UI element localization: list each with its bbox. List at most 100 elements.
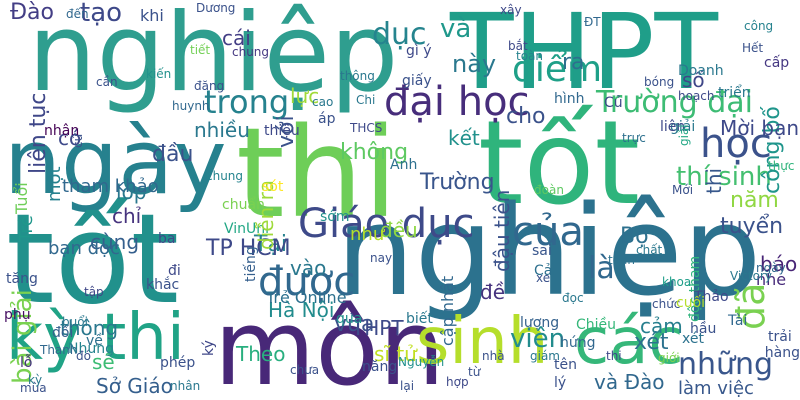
cloud-word: Hà Nội	[268, 298, 335, 322]
cloud-word: chất	[636, 243, 663, 257]
cloud-word: trực	[622, 131, 646, 145]
cloud-word: một	[44, 166, 65, 202]
cloud-word: bóng	[644, 75, 675, 89]
cloud-word: buổi	[62, 315, 88, 329]
cloud-word: trải	[768, 329, 792, 345]
cloud-word: và Đào	[594, 370, 665, 394]
cloud-word: giám	[530, 349, 560, 363]
cloud-word: Theo	[236, 342, 286, 366]
cloud-word: đều	[380, 218, 418, 242]
cloud-word: Chi	[356, 93, 376, 107]
cloud-word: khi	[140, 6, 164, 25]
cloud-word: thông	[340, 69, 375, 83]
cloud-word: tăng	[6, 271, 38, 287]
cloud-word: những	[678, 347, 774, 382]
cloud-word: các	[574, 305, 684, 379]
cloud-word: THPT	[352, 316, 404, 340]
cloud-word: giấy	[402, 73, 432, 89]
cloud-word: thí sinh	[676, 162, 772, 192]
cloud-word: trong	[204, 83, 290, 121]
cloud-word: Bộ	[620, 224, 649, 249]
cloud-word: Mời bạn	[720, 116, 800, 140]
cloud-word: làm việc	[678, 378, 754, 399]
cloud-word: kỳ	[28, 373, 43, 387]
cloud-word: chưa	[290, 363, 320, 377]
cloud-word: nghiệp	[336, 180, 762, 324]
cloud-word: chung	[232, 45, 270, 59]
cloud-word: biết	[406, 311, 433, 327]
cloud-word: dục	[372, 17, 427, 52]
cloud-word: không	[340, 140, 409, 165]
cloud-word: số	[682, 68, 705, 92]
cloud-word: sót	[262, 179, 284, 195]
cloud-word: xe	[536, 271, 551, 285]
cloud-word: thi	[236, 102, 398, 246]
cloud-word: và	[440, 14, 472, 44]
cloud-word: tuyển	[720, 214, 784, 239]
cloud-word: cao	[312, 95, 334, 109]
cloud-word: lại	[400, 379, 415, 393]
cloud-word: vào	[290, 256, 327, 280]
cloud-word: tiết	[190, 43, 211, 57]
cloud-word: lượng	[520, 315, 560, 331]
cloud-word: bắt	[508, 39, 528, 53]
cloud-word: toán	[608, 253, 636, 267]
cloud-word: cho	[506, 104, 546, 129]
cloud-word: nhe	[756, 270, 787, 289]
cloud-word: cùng	[90, 230, 140, 254]
cloud-word: lớp	[116, 180, 147, 204]
cloud-word: Dương	[196, 1, 236, 15]
cloud-word: Tài	[728, 313, 748, 329]
cloud-word: cần	[96, 75, 118, 89]
cloud-word: áp	[318, 111, 336, 127]
cloud-word: thiệu	[264, 123, 300, 139]
cloud-word: thực	[768, 159, 795, 173]
cloud-word: Mới	[672, 183, 694, 197]
cloud-word: Thảo	[694, 289, 729, 305]
cloud-word: hứng	[560, 335, 596, 351]
cloud-word: Trẻ Online	[266, 288, 347, 307]
cloud-word: huynh	[172, 99, 210, 113]
cloud-word: học	[700, 121, 772, 167]
cloud-word: thi	[606, 349, 622, 363]
cloud-word: tên	[554, 357, 577, 373]
cloud-word: hàng	[764, 345, 800, 361]
cloud-word: TP HCM	[206, 236, 291, 261]
cloud-word: chỉ	[112, 204, 142, 228]
cloud-word: chuẩn	[222, 197, 265, 213]
cloud-word: giải	[677, 124, 691, 146]
cloud-word: Giáo dục	[298, 201, 475, 247]
cloud-word: từ	[468, 365, 481, 379]
cloud-word: đầu	[152, 142, 194, 167]
cloud-word: sai	[532, 243, 552, 259]
cloud-word: THPT	[450, 0, 718, 113]
cloud-word: VinUni	[224, 221, 270, 237]
cloud-word: nhà	[482, 349, 505, 363]
cloud-word: điểm	[512, 49, 603, 90]
cloud-word: giới	[658, 351, 680, 365]
cloud-word: đọc	[562, 291, 584, 305]
cloud-word: Victory	[730, 269, 772, 283]
cloud-word: đăng	[194, 79, 225, 93]
cloud-word: có	[58, 126, 82, 150]
cloud-word: chức	[652, 297, 681, 311]
cloud-word: toàn	[516, 49, 544, 63]
cloud-word: Cả	[534, 263, 553, 279]
cloud-word: ngày	[756, 261, 786, 275]
cloud-word: Trường đại	[596, 85, 753, 120]
cloud-word: là	[588, 251, 615, 286]
cloud-word: năm	[730, 188, 779, 213]
cloud-word: sẽ	[92, 350, 115, 374]
cloud-word: Trẻ	[16, 215, 37, 242]
cloud-word: môn	[214, 287, 445, 400]
cloud-word: ĐT	[584, 15, 601, 29]
cloud-word: ngày	[4, 110, 227, 215]
cloud-word: Trường	[420, 170, 495, 195]
cloud-word: cuối	[676, 295, 706, 311]
cloud-word: tốt	[6, 188, 180, 332]
cloud-word: Sở Giáo	[96, 374, 173, 398]
cloud-word: báo	[760, 252, 798, 276]
cloud-word: Doanh	[678, 63, 724, 79]
cloud-word: Tuổi	[12, 182, 31, 214]
